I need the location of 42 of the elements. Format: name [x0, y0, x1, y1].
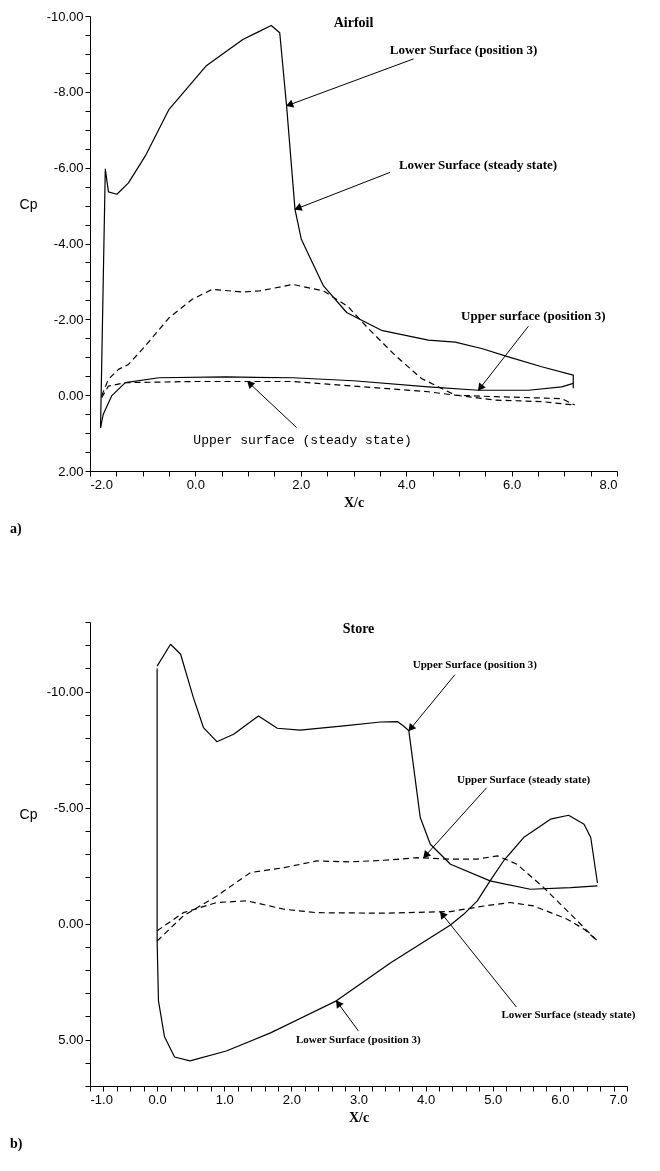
annotation: Lower Surface (position 3) — [389, 41, 538, 57]
annotation: Lower Surface (steady state) — [398, 157, 558, 173]
x-tick-label: 6.0 — [551, 1091, 570, 1107]
x-tick-label: 3.0 — [349, 1091, 369, 1107]
y-tick-label: -10.00 — [46, 684, 84, 700]
y-tick-label: 0.00 — [58, 916, 84, 932]
x-tick-label: 4.0 — [417, 1091, 436, 1107]
y-axis-title: Cp — [19, 196, 38, 213]
y-tick-label: 0.00 — [58, 387, 84, 403]
x-axis-title: X/c — [348, 1109, 370, 1125]
annotation: Lower Surface (steady state) — [501, 1008, 636, 1021]
annotation: Upper Surface (position 3) — [412, 657, 538, 671]
x-tick-label: 8.0 — [599, 476, 618, 492]
text: b) — [10, 1136, 23, 1152]
text: a) — [10, 521, 22, 537]
x-axis-title: X/c — [343, 494, 365, 510]
y-tick-label: 2.00 — [58, 463, 84, 479]
annotation: Upper surface (position 3) — [461, 308, 606, 324]
y-axis-title: Cp — [19, 806, 38, 823]
annotation: Upper Surface (steady state) — [456, 772, 591, 786]
x-tick-label: -1.0 — [90, 1091, 113, 1107]
chart-title: Airfoil — [333, 15, 374, 30]
x-tick-label: 4.0 — [397, 476, 416, 492]
y-tick-label: -8.00 — [53, 84, 84, 100]
annotation: Upper surface (steady state) — [193, 432, 412, 448]
y-tick-label: -4.00 — [53, 236, 84, 251]
x-tick-label: 0.0 — [186, 476, 205, 492]
y-tick-label: -10.00 — [46, 8, 84, 24]
x-tick-label: 5.0 — [484, 1091, 503, 1107]
x-tick-label: 0.0 — [148, 1091, 167, 1107]
x-tick-label: 7.0 — [609, 1091, 628, 1107]
y-tick-label: -6.00 — [53, 160, 84, 176]
chart-title: Store — [342, 621, 375, 636]
x-tick-label: 1.0 — [215, 1091, 234, 1107]
x-tick-label: 6.0 — [503, 476, 522, 492]
y-tick-label: -5.00 — [53, 800, 84, 816]
y-tick-label: 5.00 — [58, 1032, 84, 1048]
annotation: Lower Surface (position 3) — [295, 1032, 422, 1046]
x-tick-label: -2.0 — [90, 476, 113, 492]
y-tick-label: -2.00 — [53, 311, 84, 327]
x-tick-label: 2.0 — [292, 476, 311, 492]
x-tick-label: 2.0 — [282, 1091, 301, 1107]
